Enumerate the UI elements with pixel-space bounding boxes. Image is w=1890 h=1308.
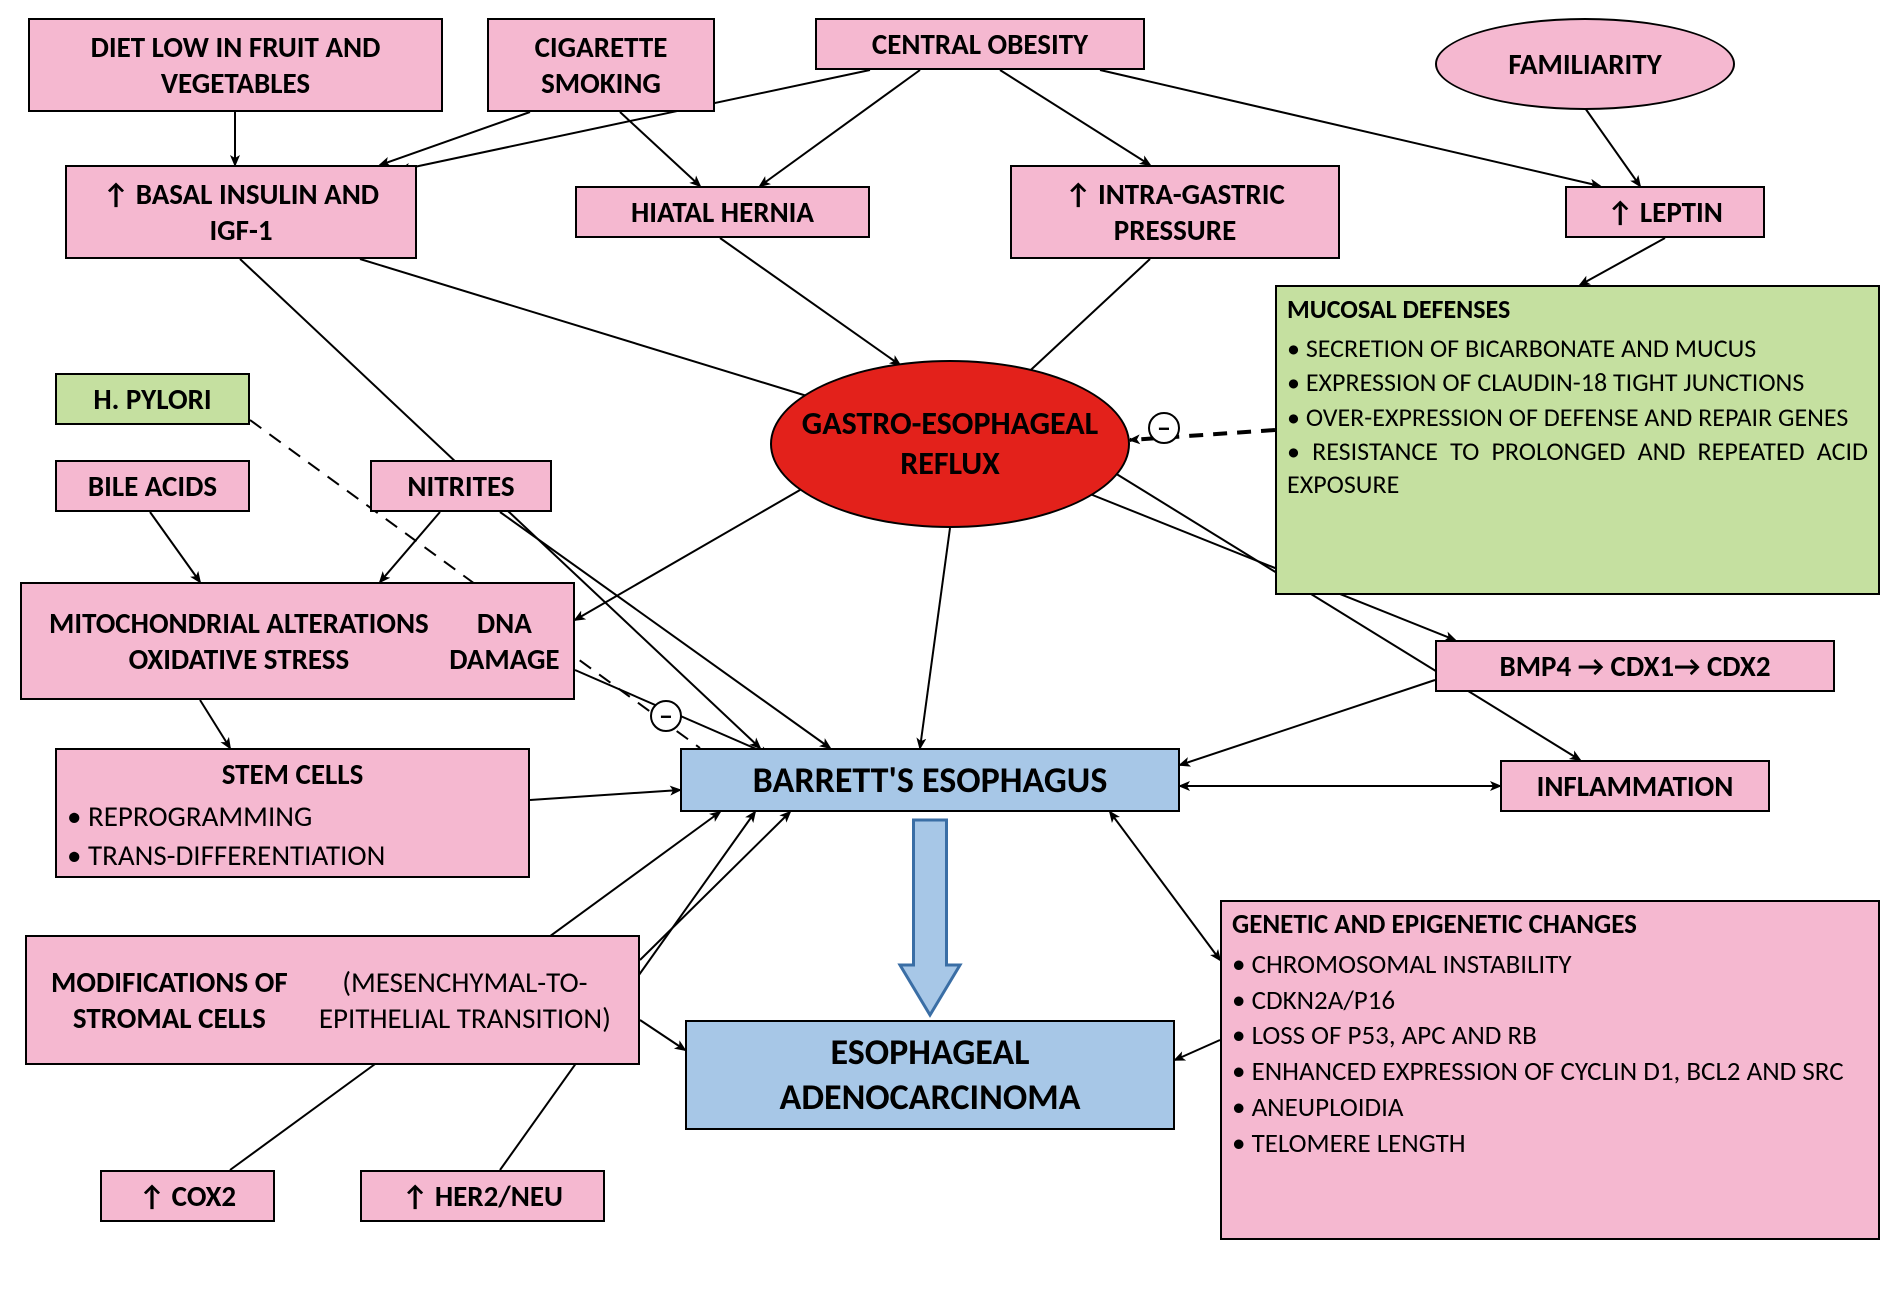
node-nitrites: NITRITES — [370, 460, 552, 512]
node-text: CIGARETTE SMOKING — [499, 29, 703, 102]
edge-smoking-hiatal — [620, 112, 700, 186]
node-text: ↑ HER2/NEU — [402, 1178, 563, 1214]
node-list: REPROGRAMMINGTRANS-DIFFERENTIATION — [67, 796, 518, 875]
node-text: ↑ INTRA-GASTRIC PRESSURE — [1022, 176, 1328, 249]
edge-stromal-barrett — [640, 812, 790, 960]
node-title: STEM CELLS — [222, 756, 364, 792]
node-mito: MITOCHONDRIAL ALTERATIONS OXIDATIVE STRE… — [20, 582, 575, 700]
node-inflammation: INFLAMMATION — [1500, 760, 1770, 812]
edge-leptin-mucosal — [1580, 238, 1665, 285]
node-cox2: ↑ COX2 — [100, 1170, 275, 1222]
node-text: DIET LOW IN FRUIT AND VEGETABLES — [40, 29, 431, 102]
node-barrett: BARRETT'S ESOPHAGUS — [680, 748, 1180, 812]
list-item: TRANS-DIFFERENTIATION — [67, 837, 518, 873]
node-mucosal: MUCOSAL DEFENSES SECRETION OF BICARBONATE… — [1275, 285, 1880, 595]
node-text: MITOCHONDRIAL ALTERATIONS OXIDATIVE STRE… — [32, 605, 446, 678]
node-text: MODIFICATIONS OF STROMAL CELLS — [37, 964, 302, 1037]
node-hpylori: H. PYLORI — [55, 373, 250, 425]
edge-genetic-barrett — [1110, 812, 1220, 960]
node-text: (MESENCHYMAL-TO-EPITHELIAL TRANSITION) — [302, 964, 628, 1037]
inhibitory-badge-1: − — [650, 700, 682, 732]
node-text: DNA DAMAGE — [446, 605, 563, 678]
node-text: ↑ BASAL INSULIN AND IGF-1 — [77, 176, 405, 249]
node-obesity: CENTRAL OBESITY — [815, 18, 1145, 70]
node-list: SECRETION OF BICARBONATE AND MUCUSEXPRES… — [1287, 330, 1868, 503]
node-list: CHROMOSOMAL INSTABILITYCDKN2A/P16LOSS OF… — [1232, 946, 1868, 1163]
node-stromal: MODIFICATIONS OF STROMAL CELLS(MESENCHYM… — [25, 935, 640, 1065]
node-text: GASTRO-ESOPHAGEAL REFLUX — [782, 404, 1118, 484]
node-eac: ESOPHAGEAL ADENOCARCINOMA — [685, 1020, 1175, 1130]
node-text: ↑ COX2 — [139, 1178, 236, 1214]
edge-stromal-eac — [640, 1020, 685, 1050]
node-genetic: GENETIC AND EPIGENETIC CHANGES CHROMOSOMA… — [1220, 900, 1880, 1240]
node-text: BARRETT'S ESOPHAGUS — [753, 758, 1108, 803]
node-text: FAMILIARITY — [1508, 46, 1661, 82]
edge-bile-mito — [150, 512, 200, 582]
edge-reflux-barrett — [920, 528, 950, 748]
edge-reflux-mito — [575, 490, 800, 620]
node-reflux: GASTRO-ESOPHAGEAL REFLUX — [770, 360, 1130, 528]
edge-obesity-pressure — [1000, 70, 1150, 165]
edge-nitrites-mito — [380, 512, 440, 582]
node-text: ↑ LEPTIN — [1607, 194, 1723, 230]
list-item: ENHANCED EXPRESSION OF CYCLIN D1, BCL2 A… — [1232, 1055, 1868, 1089]
list-item: CHROMOSOMAL INSTABILITY — [1232, 948, 1868, 982]
node-pressure: ↑ INTRA-GASTRIC PRESSURE — [1010, 165, 1340, 259]
list-item: TELOMERE LENGTH — [1232, 1127, 1868, 1161]
edge-stem-barrett — [530, 790, 680, 800]
edge-obesity-hiatal — [760, 70, 920, 186]
node-text: BMP4 → CDX1→ CDX2 — [1499, 648, 1770, 684]
list-item: LOSS OF P53, APC AND RB — [1232, 1019, 1868, 1053]
edge-genetic-eac — [1175, 1040, 1220, 1060]
list-item: SECRETION OF BICARBONATE AND MUCUS — [1287, 332, 1868, 365]
node-text: NITRITES — [407, 468, 514, 504]
node-smoking: CIGARETTE SMOKING — [487, 18, 715, 112]
edge-pressure-reflux — [1020, 259, 1150, 380]
node-leptin: ↑ LEPTIN — [1565, 186, 1765, 238]
node-text: H. PYLORI — [93, 381, 211, 417]
node-text: HIATAL HERNIA — [631, 194, 814, 230]
list-item: RESISTANCE TO PROLONGED AND REPEATED ACI… — [1287, 435, 1868, 500]
node-hiatal: HIATAL HERNIA — [575, 186, 870, 238]
node-diet: DIET LOW IN FRUIT AND VEGETABLES — [28, 18, 443, 112]
node-familiarity: FAMILIARITY — [1435, 18, 1735, 110]
edge-mito-stem — [200, 700, 230, 748]
node-bile: BILE ACIDS — [55, 460, 250, 512]
list-item: ANEUPLOIDIA — [1232, 1091, 1868, 1125]
node-insulin: ↑ BASAL INSULIN AND IGF-1 — [65, 165, 417, 259]
list-item: CDKN2A/P16 — [1232, 984, 1868, 1018]
node-bmp4: BMP4 → CDX1→ CDX2 — [1435, 640, 1835, 692]
inhibitory-badge-0: − — [1148, 412, 1180, 444]
list-item: REPROGRAMMING — [67, 798, 518, 834]
edge-insulin-reflux — [360, 259, 820, 400]
node-text: CENTRAL OBESITY — [872, 26, 1088, 62]
node-text: BILE ACIDS — [88, 468, 217, 504]
node-stem: STEM CELLS REPROGRAMMINGTRANS-DIFFERENTIA… — [55, 748, 530, 878]
node-title: MUCOSAL DEFENSES — [1287, 293, 1510, 326]
barrett-to-eac-arrow — [900, 820, 960, 1015]
node-text: ESOPHAGEAL ADENOCARCINOMA — [697, 1030, 1163, 1120]
node-title: GENETIC AND EPIGENETIC CHANGES — [1232, 908, 1637, 942]
list-item: OVER-EXPRESSION OF DEFENSE AND REPAIR GE… — [1287, 401, 1868, 434]
node-text: INFLAMMATION — [1537, 768, 1734, 804]
edge-familiarity-leptin — [1585, 108, 1640, 186]
edge-bmp4-barrett — [1180, 680, 1435, 765]
edge-smoking-insulin — [380, 112, 530, 165]
edge-hiatal-reflux — [720, 238, 900, 365]
node-her2: ↑ HER2/NEU — [360, 1170, 605, 1222]
list-item: EXPRESSION OF CLAUDIN-18 TIGHT JUNCTIONS — [1287, 366, 1868, 399]
